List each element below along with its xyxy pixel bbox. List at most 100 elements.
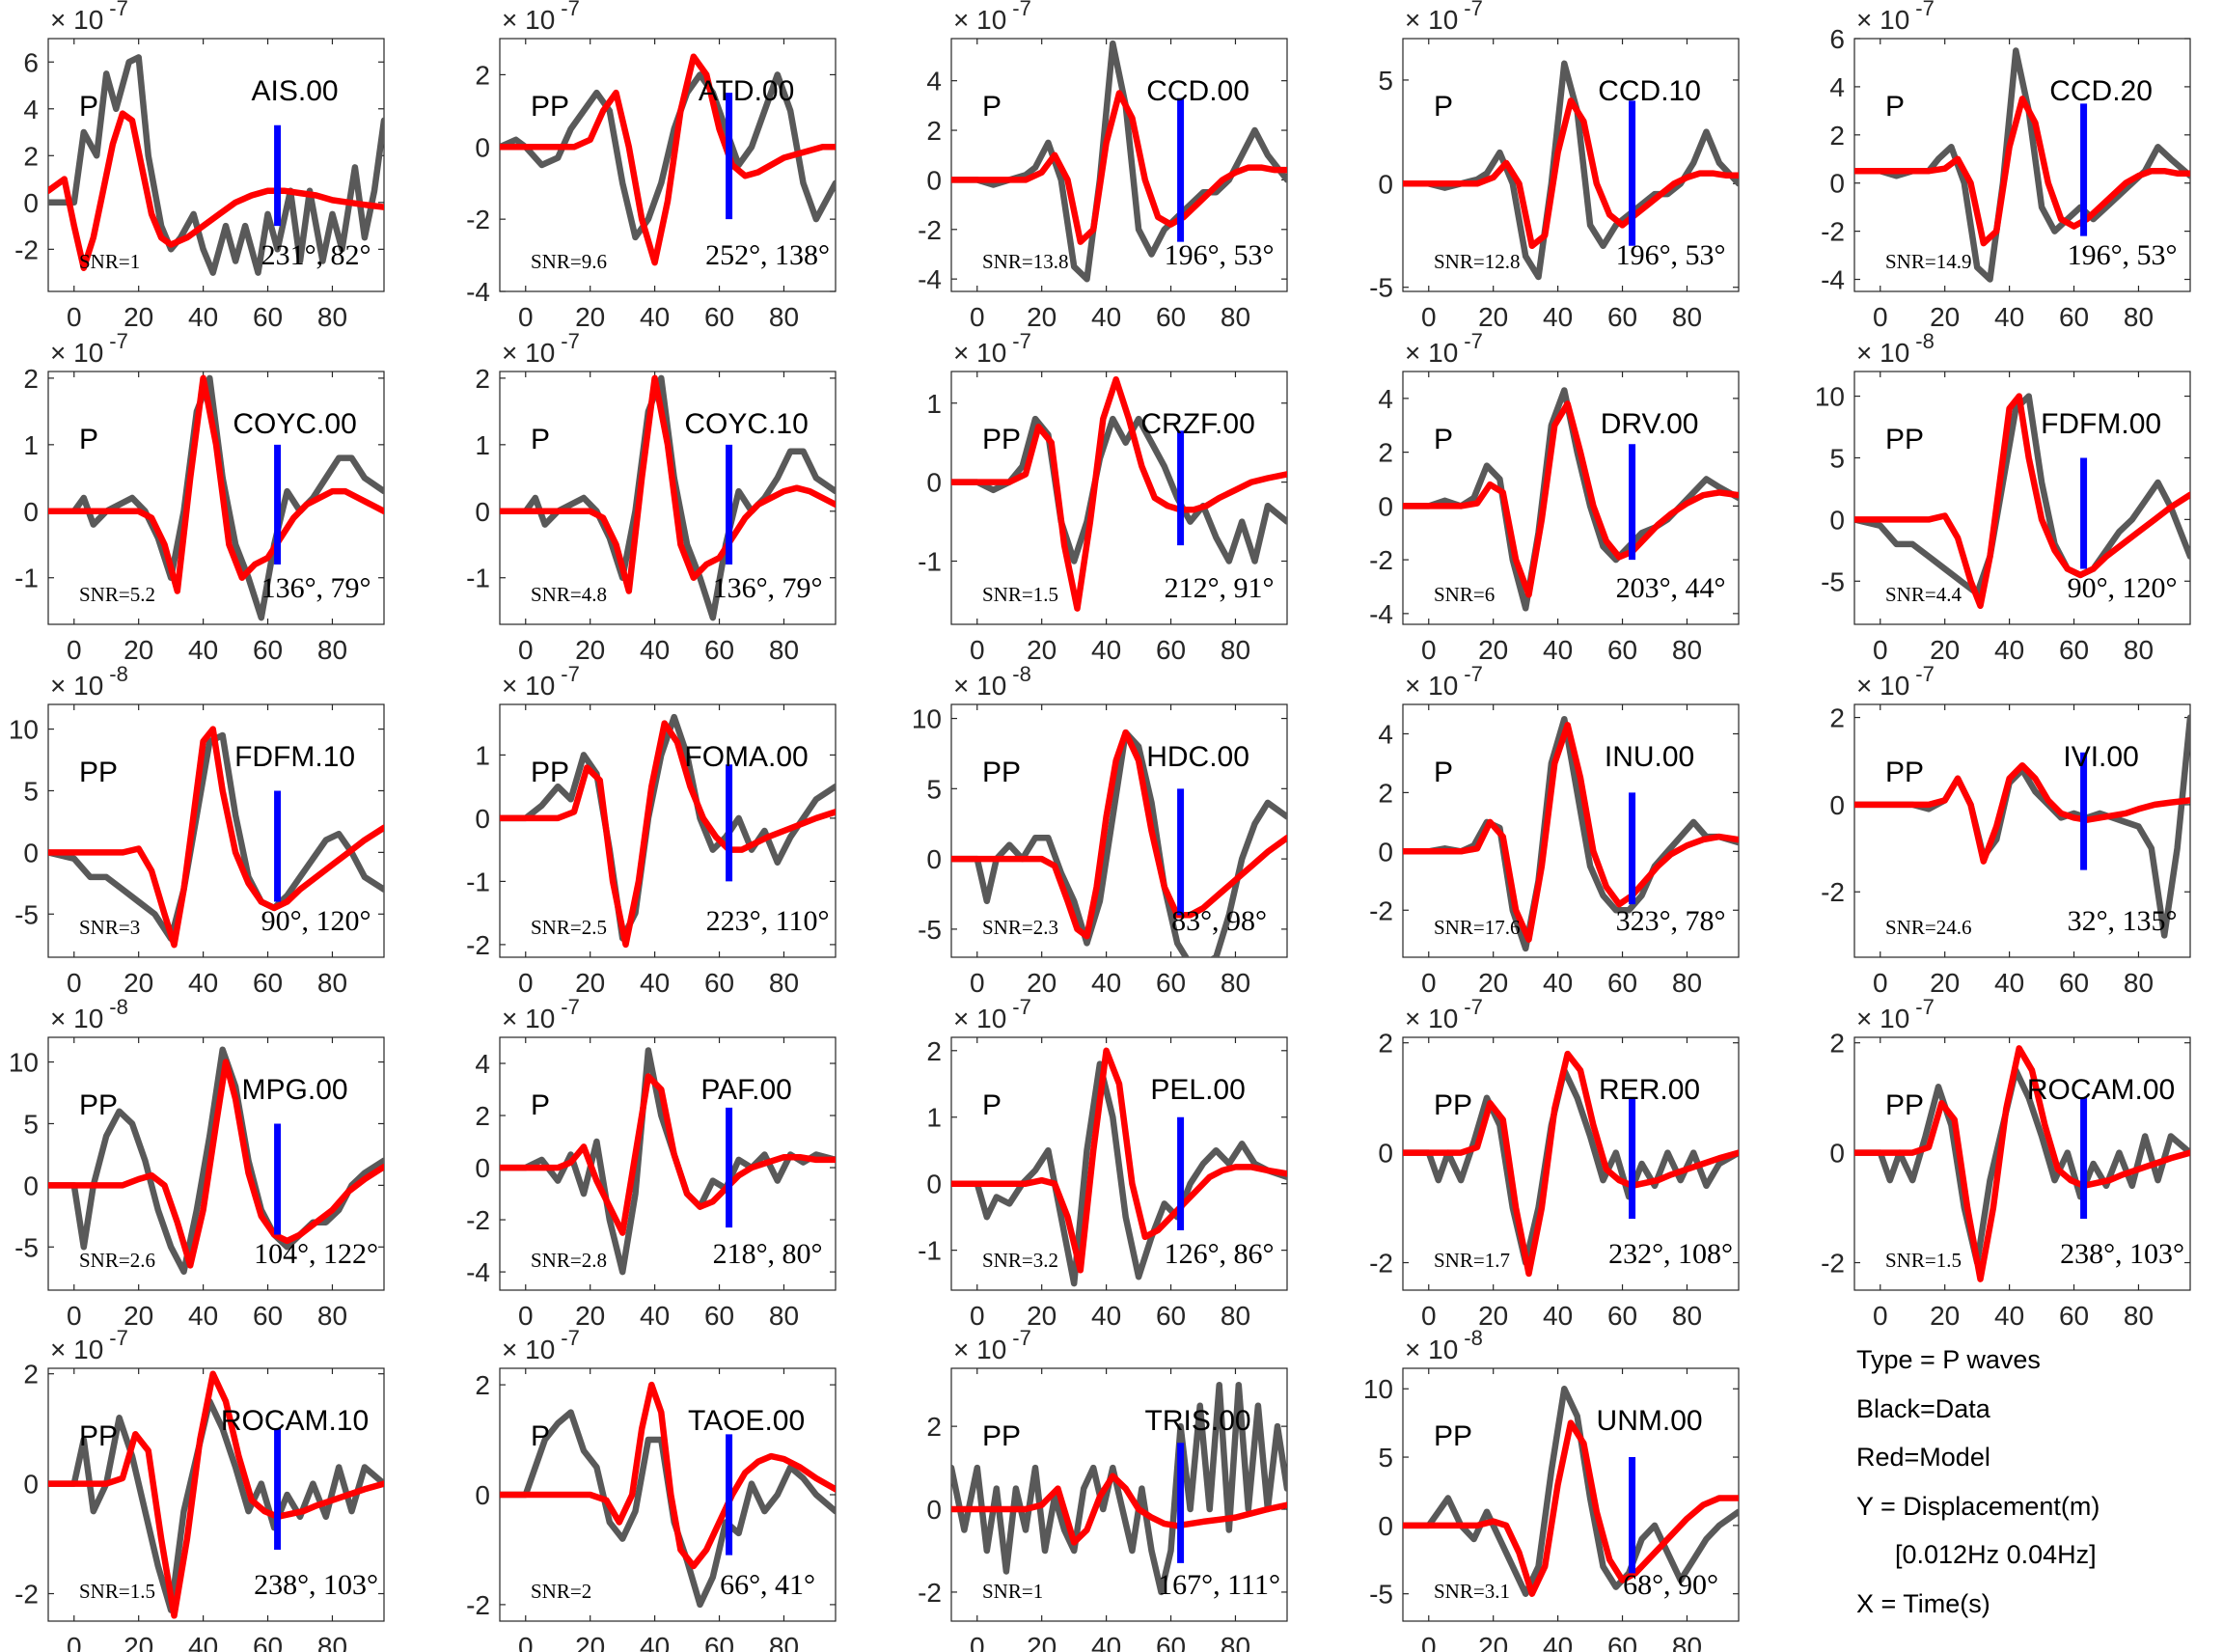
station-label: FDFM.10 <box>234 741 355 773</box>
panel-rer-00: 0 20 40 60 80 -2 0 2 × 10 -7 PP RER.00 SNR=1.7 232°, … <box>1369 995 1740 1331</box>
panel-ccd-10: 0 20 40 60 80 -5 0 5 × 10 -7 P CCD.10 SNR=12.8 196°, … <box>1369 0 1740 332</box>
angles-label: 136°, 79° <box>713 572 823 604</box>
model-trace <box>48 1059 384 1269</box>
angles-label: 68°, 90° <box>1623 1569 1718 1601</box>
y-tick-label: -5 <box>1369 273 1393 303</box>
snr-label: SNR=12.8 <box>1434 250 1520 273</box>
plot-area <box>500 713 836 949</box>
y-tick-label: 0 <box>475 1153 490 1183</box>
x-tick-label: 80 <box>317 1301 347 1331</box>
y-tick-label: 2 <box>1378 1029 1393 1059</box>
y-tick-label: -5 <box>14 1232 39 1262</box>
snr-label: SNR=6 <box>1434 583 1495 606</box>
y-tick-label: -4 <box>1821 265 1845 295</box>
station-label: DRV.00 <box>1601 408 1699 440</box>
snr-label: SNR=14.9 <box>1885 250 1971 273</box>
model-trace <box>48 726 384 949</box>
plot-area <box>1854 393 2190 610</box>
y-tick-label: 2 <box>1378 778 1393 808</box>
station-label: FOMA.00 <box>684 741 808 773</box>
model-trace <box>500 1381 836 1570</box>
x-tick-label: 20 <box>575 1301 605 1331</box>
model-trace <box>1403 400 1739 598</box>
x-tick-label: 40 <box>1994 968 2024 998</box>
angles-label: 218°, 80° <box>713 1238 823 1270</box>
axes-box <box>499 1036 837 1291</box>
x-tick-label: 20 <box>124 635 153 665</box>
y-tick-label: 0 <box>926 844 942 874</box>
x-tick-label: 0 <box>970 635 985 665</box>
x-tick-label: 20 <box>575 302 605 332</box>
y-tick-label: -2 <box>1369 545 1393 575</box>
x-tick-label: 0 <box>970 1632 985 1652</box>
model-trace <box>1403 722 1739 943</box>
x-tick-label: 60 <box>704 302 734 332</box>
y-tick-label: 2 <box>926 1036 942 1066</box>
angles-label: 196°, 53° <box>1616 239 1726 271</box>
panel-crzf-00: 0 20 40 60 80 -1 0 1 × 10 -7 PP CRZF.00 SNR=1.5 212°,… <box>918 329 1288 665</box>
data-trace <box>500 71 836 241</box>
x-tick-label: 20 <box>124 968 153 998</box>
angles-label: 238°, 103° <box>2060 1238 2184 1270</box>
data-trace <box>48 54 384 276</box>
angles-label: 104°, 122° <box>254 1238 378 1270</box>
phase-label: P <box>982 1089 1002 1121</box>
y-exponent: × 10 -8 <box>953 662 1031 701</box>
panel-tris-00: 0 20 40 60 80 -2 0 2 × 10 -7 PP TRIS.00 SNR=1 167°, 1… <box>918 1326 1288 1652</box>
y-tick-label: -1 <box>466 867 490 896</box>
phase-label: PP <box>1434 1420 1472 1452</box>
snr-label: SNR=9.6 <box>531 250 607 273</box>
plot-area <box>1854 1045 2190 1282</box>
y-tick-label: -5 <box>14 899 39 929</box>
station-label: COYC.10 <box>684 408 808 440</box>
y-tick-label: 4 <box>475 1049 490 1079</box>
phase-label: PP <box>1885 1089 1924 1121</box>
x-tick-label: 40 <box>1091 968 1121 998</box>
legend-frequency-band: [0.012Hz 0.04Hz] <box>1895 1540 2097 1569</box>
x-tick-label: 0 <box>518 968 534 998</box>
data-trace <box>951 1381 1287 1596</box>
y-exponent: × 10 -7 <box>1856 995 1935 1033</box>
phase-label: P <box>531 1420 550 1452</box>
x-tick-label: 0 <box>1873 635 1888 665</box>
angles-label: 126°, 86° <box>1165 1238 1275 1270</box>
y-exponent: × 10 -7 <box>50 329 128 368</box>
x-tick-label: 60 <box>704 1632 734 1652</box>
y-tick-label: 2 <box>926 116 942 146</box>
y-tick-label: 4 <box>1378 719 1393 749</box>
y-tick-label: 6 <box>1829 24 1845 54</box>
y-tick-label: 4 <box>926 67 942 96</box>
panel-inu-00: 0 20 40 60 80 -2 0 2 4 × 10 -7 P INU.00 SNR=17.6 323°,… <box>1369 662 1740 998</box>
x-tick-label: 80 <box>1672 635 1702 665</box>
phase-label: P <box>79 91 98 123</box>
x-tick-label: 60 <box>704 635 734 665</box>
y-tick-label: 0 <box>1378 1511 1393 1541</box>
station-label: TRIS.00 <box>1145 1405 1251 1437</box>
angles-label: 90°, 120° <box>2068 572 2178 604</box>
panel-pel-00: 0 20 40 60 80 -1 0 1 2 × 10 -7 P PEL.00 SNR=3.2 126°, … <box>918 995 1288 1331</box>
model-trace <box>951 375 1287 612</box>
x-tick-label: 60 <box>253 1301 283 1331</box>
model-trace <box>1854 1045 2190 1282</box>
snr-label: SNR=4.8 <box>531 583 607 606</box>
panel-rocam-10: 0 20 40 60 80 -2 0 2 × 10 -7 PP ROCAM.10 SNR=1.5 238°… <box>14 1326 385 1652</box>
snr-label: SNR=3.2 <box>982 1249 1058 1272</box>
model-trace <box>48 374 384 594</box>
angles-label: 231°, 82° <box>261 239 371 271</box>
snr-label: SNR=1 <box>982 1580 1043 1603</box>
y-tick-label: 2 <box>23 1360 39 1390</box>
legend-type: Type = P waves <box>1856 1345 2041 1374</box>
station-label: FDFM.00 <box>2041 408 2161 440</box>
x-tick-label: 80 <box>769 968 799 998</box>
y-tick-label: 1 <box>475 740 490 770</box>
data-trace <box>951 729 1287 957</box>
station-label: UNM.00 <box>1597 1405 1703 1437</box>
model-trace <box>500 720 836 949</box>
x-tick-label: 60 <box>704 1301 734 1331</box>
y-tick-label: 10 <box>1815 382 1845 412</box>
y-tick-label: 5 <box>23 1109 39 1139</box>
axes-box <box>1853 703 2191 958</box>
data-trace <box>1854 1066 2190 1266</box>
phase-label: P <box>1434 757 1453 788</box>
